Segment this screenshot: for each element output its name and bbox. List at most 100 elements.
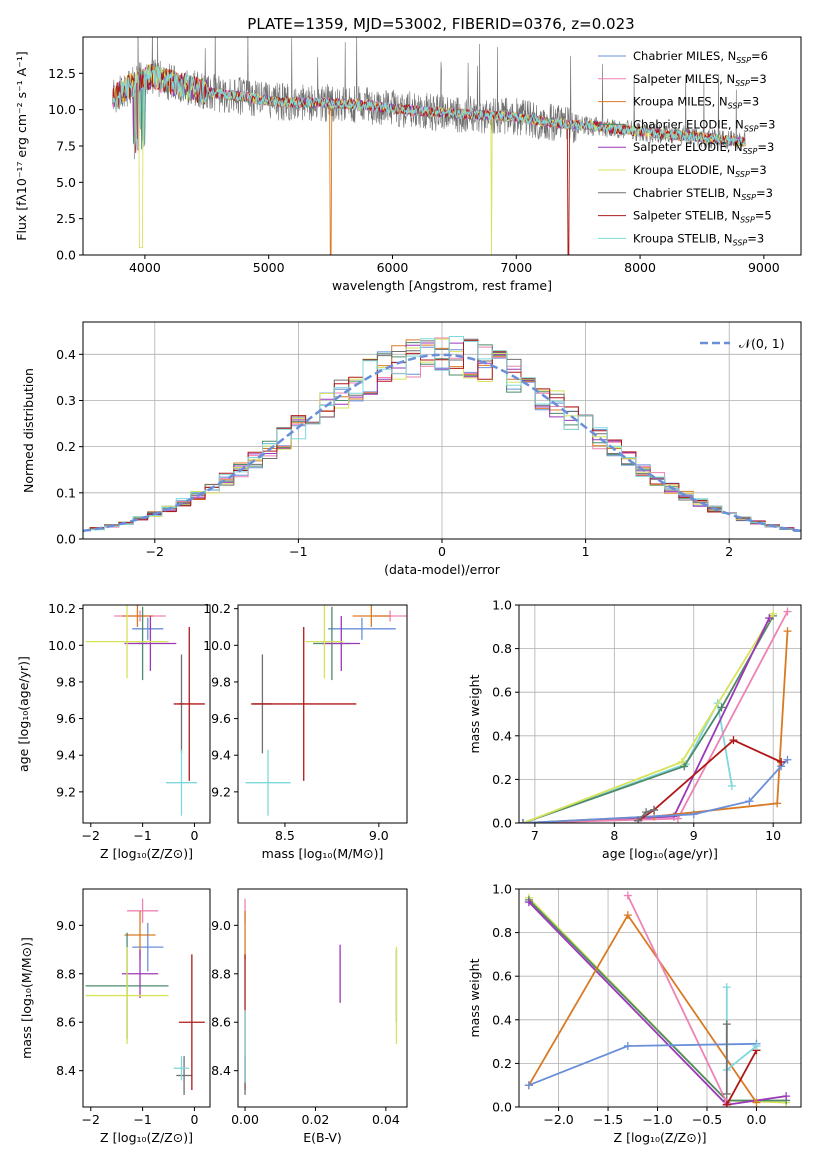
normal-reference-curve [83, 353, 801, 533]
legend-entry: Kroupa MILES, NSSP=3 [633, 95, 759, 111]
y-tick-label: 0.2 [492, 772, 512, 787]
weight-series-chabrier-miles [519, 755, 792, 823]
weight-marker [722, 1020, 731, 1029]
weight-marker [752, 1041, 761, 1050]
y-tick-label: 0.8 [492, 641, 512, 656]
panel-7: 0.00 0.02 0.04 8.4 8.6 8.8 9.0 E(B-V) [211, 888, 408, 1145]
weight-marker [745, 797, 754, 806]
weight-marker [634, 816, 643, 823]
y-tick-label: 9.6 [56, 711, 76, 726]
x-tick-label: 9000 [748, 260, 780, 275]
axes-frame [82, 604, 211, 824]
weight-marker [524, 898, 533, 907]
y-tick-label: 0.6 [492, 685, 512, 700]
y-tick-label: 0.0 [492, 1100, 512, 1115]
y-tick-label: 9.4 [56, 748, 76, 763]
plot-area-8 [524, 891, 791, 1107]
x-tick-label: −1 [133, 1112, 151, 1127]
errorbar-salpeter-miles [127, 898, 159, 923]
weight-series-salpeter-stelib [634, 736, 786, 823]
y-tick-label: 8.6 [211, 1015, 231, 1030]
y-tick-label: 8.4 [211, 1063, 231, 1078]
weight-marker [717, 703, 726, 712]
weight-marker [623, 891, 632, 900]
y-tick-label: 7.5 [56, 139, 76, 154]
x-tick-label: 0 [190, 828, 198, 843]
y-tick-label: 0.0 [492, 816, 512, 831]
x-tick-label: 6000 [377, 260, 409, 275]
y-tick-label: 1.0 [492, 598, 512, 613]
weight-marker [722, 983, 731, 992]
weight-marker [783, 627, 792, 636]
weight-marker [650, 805, 659, 814]
x-tick-label: 1 [582, 544, 590, 559]
y-tick-label: 1.0 [492, 882, 512, 897]
errorbar-kroupa-elodie [305, 605, 344, 679]
errorbar-salpeter-elodie [124, 615, 177, 671]
histogram-chabrier-stelib [83, 338, 801, 532]
errorbar-chabrier-miles [132, 922, 164, 972]
legend-entry: Salpeter MILES, NSSP=3 [633, 72, 767, 88]
plot-area-4 [245, 605, 407, 816]
y-tick-label: 9.2 [56, 784, 76, 799]
x-tick-label: 0 [190, 1112, 198, 1127]
y-tick-label: 9.2 [211, 784, 231, 799]
y-tick-label: 0.0 [56, 532, 76, 547]
weight-marker [727, 781, 736, 790]
weight-series-salpeter-miles [519, 607, 792, 823]
x-axis-label: Z [log₁₀(Z/Z⊙)] [100, 846, 193, 861]
x-tick-label: 8 [610, 828, 618, 843]
axes-frame [518, 888, 802, 1108]
weight-marker [773, 799, 782, 808]
x-tick-label: 0.0 [747, 1112, 767, 1127]
weight-series-chabrier-stelib [722, 1020, 731, 1098]
weight-marker [765, 614, 774, 623]
y-tick-label: 8.4 [56, 1063, 76, 1078]
plot-area-6 [85, 898, 205, 1095]
x-tick-label: 0.02 [302, 1112, 330, 1127]
y-tick-label: 0.3 [56, 393, 76, 408]
errorbar-kroupa-stelib [173, 1056, 190, 1081]
axes-frame [82, 888, 211, 1108]
x-tick-label: −2 [82, 828, 100, 843]
panel-8: −2.0 −1.5 −1.0 −0.5 0.0 0.0 0.2 0.4 0.6 0.8 1.0 Z [… [467, 882, 802, 1145]
weight-series-kroupa-miles [524, 911, 761, 1107]
spectrum-line-chabrier-stelib [112, 37, 746, 160]
x-axis-label: (data-model)/error [384, 562, 501, 577]
errorbar-kroupa-stelib [245, 749, 291, 816]
y-tick-label: 9.6 [211, 711, 231, 726]
x-tick-label: −1 [133, 828, 151, 843]
histogram-salpeter-elodie [83, 342, 801, 532]
y-tick-label: 9.4 [211, 748, 231, 763]
weight-series-kroupa-elodie [519, 609, 778, 823]
panel-5: 7 8 9 10 0.0 0.2 0.4 0.6 0.8 1.0 age [log₁₀(age/yr… [467, 598, 802, 861]
y-tick-label: 0.6 [492, 969, 512, 984]
errorbar-salpeter-elodie [121, 949, 159, 998]
y-tick-label: 9.0 [211, 918, 231, 933]
axes-frame [237, 604, 408, 824]
y-axis-label: Normed distribution [21, 368, 36, 493]
weight-marker [689, 810, 698, 819]
legend-spectrum: Chabrier MILES, NSSP=6 Salpeter MILES, NS… [598, 49, 775, 247]
x-axis-label: age [log₁₀(age/yr)] [602, 846, 718, 861]
plot-area-3 [85, 605, 205, 816]
weight-marker [777, 757, 786, 766]
x-tick-label: 5000 [253, 260, 285, 275]
y-tick-label: 0.4 [492, 728, 512, 743]
weight-marker [729, 736, 738, 745]
weight-series-kroupa-stelib [519, 699, 736, 823]
x-tick-label: 0.04 [372, 1112, 400, 1127]
x-tick-label: −1 [289, 544, 307, 559]
weight-series-salpeter-elodie [519, 614, 774, 823]
weight-series-chabrier-stelib [634, 805, 659, 823]
x-tick-label: 10 [765, 828, 781, 843]
spectrum-line-kroupa-stelib [112, 64, 746, 148]
axes-frame [237, 888, 408, 1108]
errorbar-chabrier-miles [132, 617, 164, 640]
y-axis-label: age [log₁₀(age/yr)] [16, 656, 31, 772]
x-tick-label: 0.00 [231, 1112, 259, 1127]
y-tick-label: 0.4 [56, 347, 76, 362]
legend-entry: Kroupa STELIB, NSSP=3 [633, 231, 764, 247]
x-tick-label: 4000 [129, 260, 161, 275]
